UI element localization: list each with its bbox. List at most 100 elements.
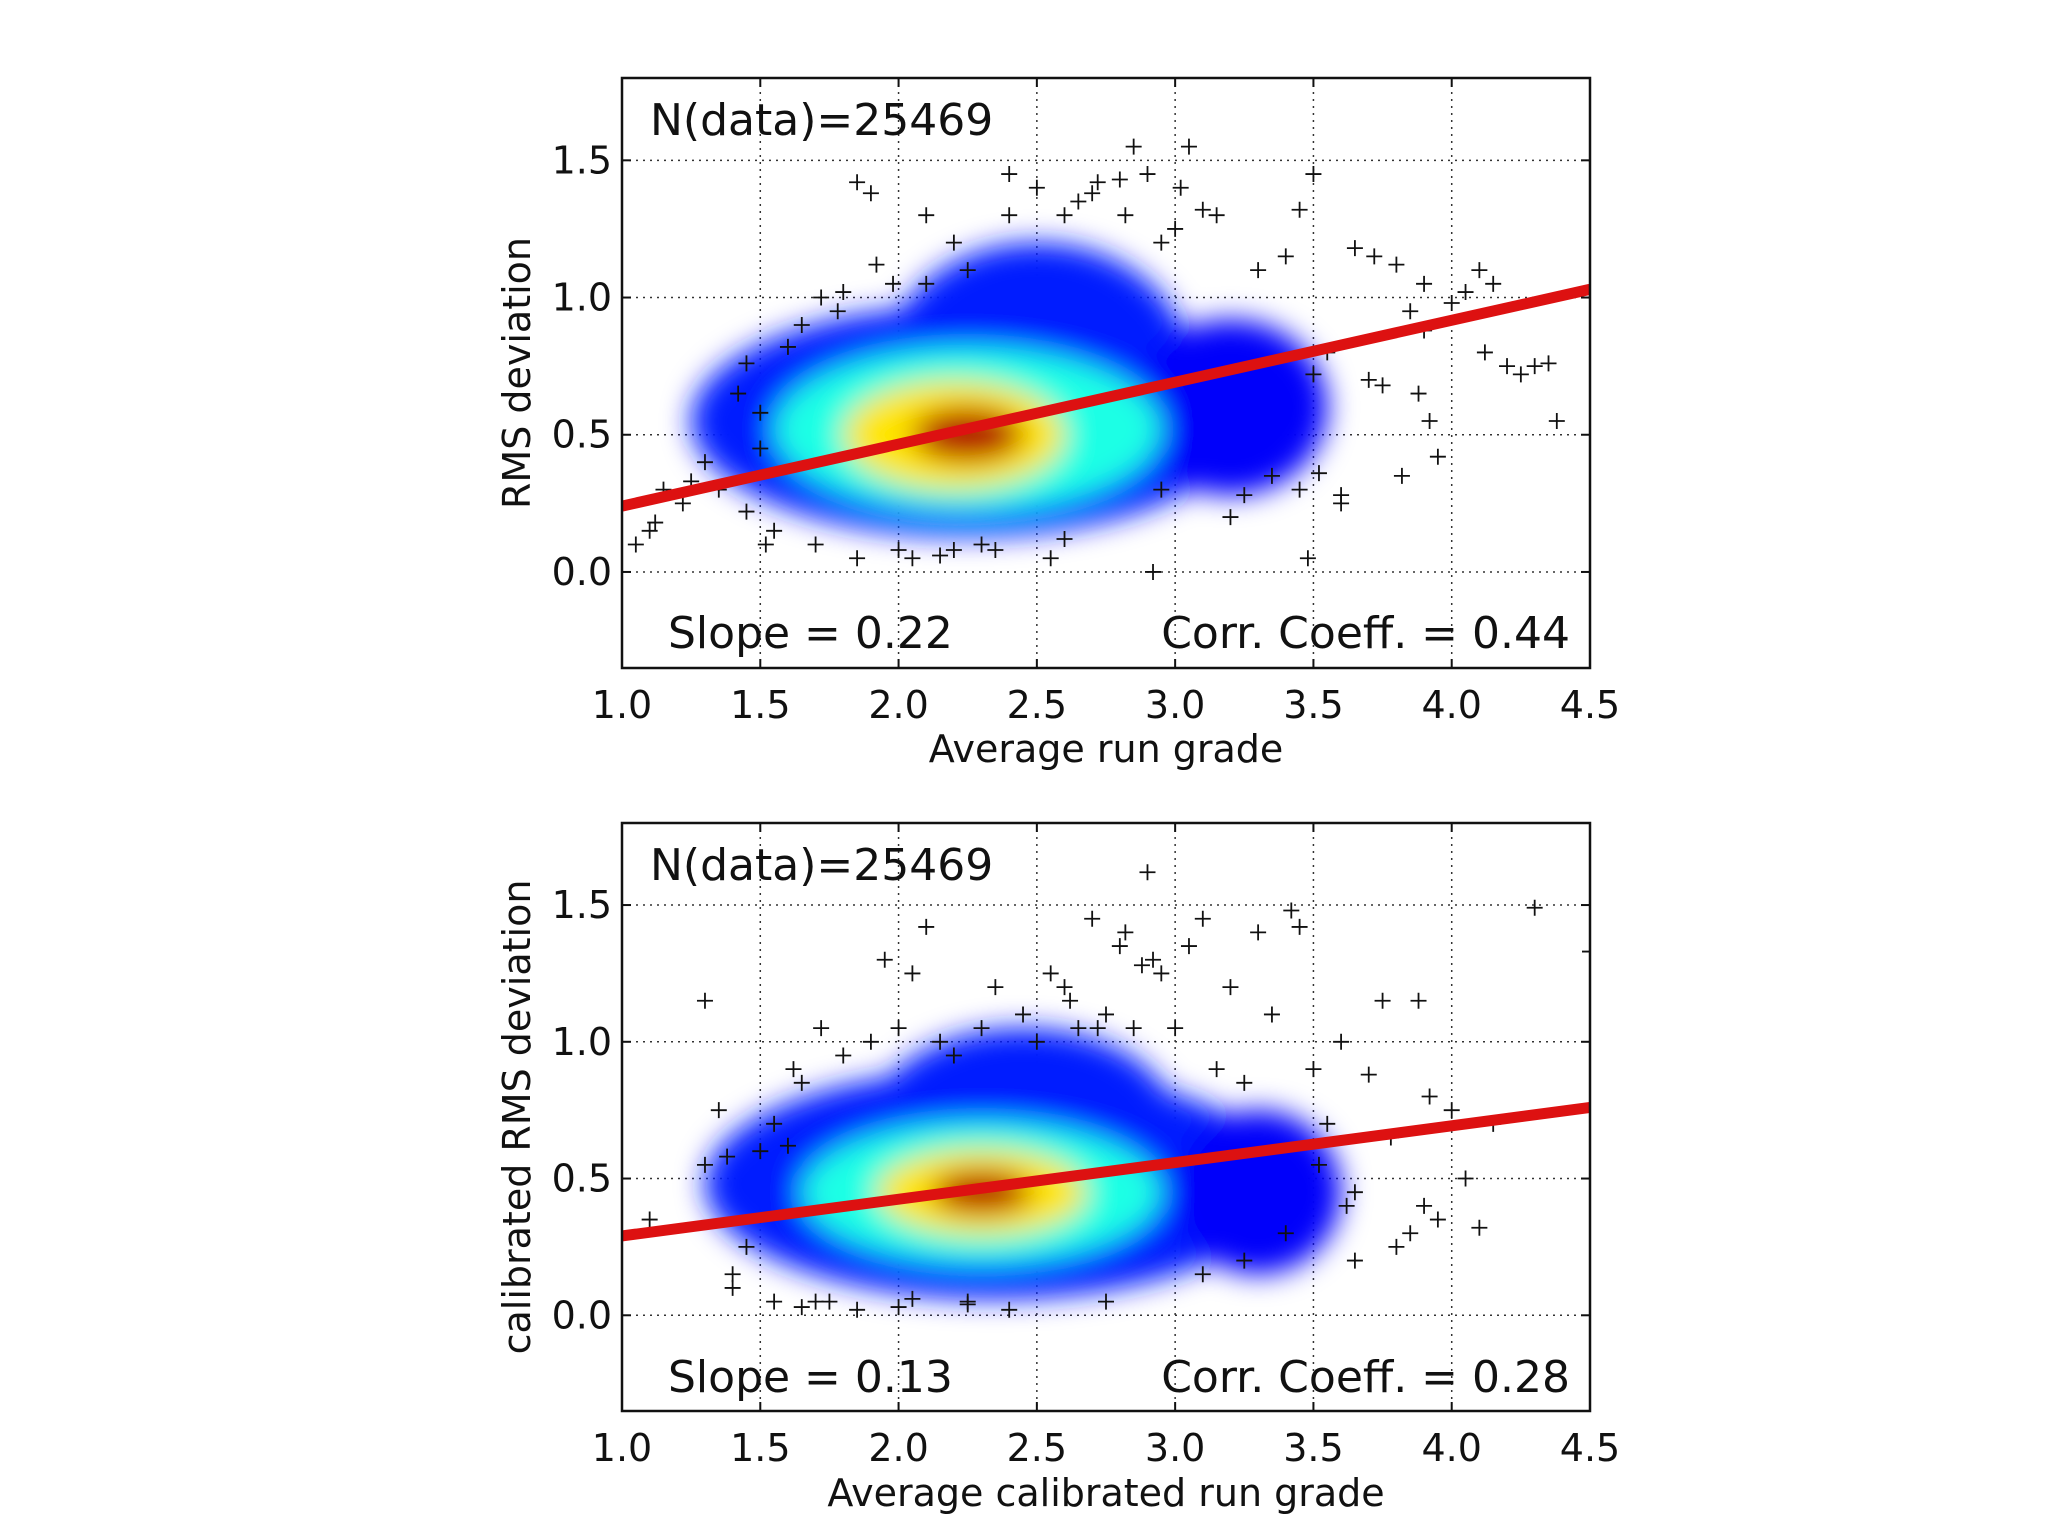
outlier-point-bottom-15 [849, 1301, 866, 1318]
outlier-point-top-75 [1471, 262, 1488, 279]
outlier-point-bottom-1 [696, 1156, 713, 1173]
outlier-point-bottom-0 [641, 1211, 658, 1228]
outlier-point-top-49 [1208, 207, 1225, 224]
outlier-point-bottom-8 [766, 1115, 783, 1132]
outlier-point-top-83 [807, 536, 824, 553]
outlier-point-bottom-42 [1145, 951, 1162, 968]
outlier-point-top-76 [1476, 344, 1493, 361]
x-axis-label-bottom: Average calibrated run grade [827, 1471, 1384, 1515]
outlier-point-bottom-60 [1346, 1184, 1363, 1201]
outlier-point-top-67 [1393, 467, 1410, 484]
outlier-point-top-79 [1512, 366, 1529, 383]
outlier-point-bottom-43 [1153, 965, 1170, 982]
corr-label-bottom: Corr. Coeff. = 0.28 [1161, 1352, 1570, 1403]
outlier-point-top-15 [813, 289, 830, 306]
outlier-point-top-90 [766, 522, 783, 539]
outlier-point-top-69 [1410, 385, 1427, 402]
tick-labels-top: 1.0 1.5 2.0 2.5 3.0 3.5 4.0 4.5 0.0 0.5 1.0 1.5 [552, 138, 1621, 727]
outlier-point-bottom-29 [1028, 1033, 1045, 1050]
outlier-point-top-78 [1499, 358, 1516, 375]
outlier-point-bottom-76 [724, 1279, 741, 1296]
outlier-point-bottom-49 [1236, 1074, 1253, 1091]
outlier-point-bottom-85 [1098, 1293, 1114, 1310]
outlier-point-bottom-6 [738, 1238, 755, 1255]
outlier-point-top-21 [885, 275, 902, 292]
outlier-point-top-22 [890, 542, 907, 558]
outlier-point-top-59 [1310, 465, 1327, 482]
n-data-label-top: N(data)=25469 [650, 95, 993, 146]
outlier-point-top-41 [1125, 138, 1142, 155]
outlier-point-top-10 [752, 404, 769, 421]
outlier-point-bottom-59 [1338, 1197, 1355, 1214]
outlier-point-top-87 [1333, 495, 1350, 512]
x-tick-label-top-2: 2.0 [868, 683, 928, 727]
outlier-point-bottom-4 [719, 1148, 736, 1165]
outlier-point-bottom-41 [1139, 864, 1156, 881]
outlier-point-top-35 [1056, 207, 1073, 224]
outlier-point-top-39 [1111, 171, 1128, 188]
outlier-point-top-2 [647, 514, 664, 531]
outlier-point-bottom-62 [1374, 992, 1391, 1009]
outlier-point-bottom-46 [1194, 910, 1211, 927]
chart-top: 1.0 1.5 2.0 2.5 3.0 3.5 4.0 4.5 0.0 0.5 1.0 1.5 N(d… [495, 76, 1621, 771]
outlier-point-top-58 [1305, 366, 1322, 383]
outlier-point-top-51 [1236, 487, 1253, 504]
outlier-point-bottom-36 [1098, 1006, 1114, 1023]
x-tick-label-bottom-6: 4.0 [1421, 1426, 1481, 1470]
ticks-top [621, 78, 1591, 668]
outlier-point-top-52 [1250, 262, 1267, 279]
outlier-point-top-24 [918, 275, 935, 292]
outlier-point-bottom-78 [904, 1290, 921, 1307]
outlier-point-bottom-70 [1443, 1102, 1460, 1119]
outlier-point-top-81 [1540, 355, 1557, 372]
outlier-point-bottom-57 [1319, 1115, 1336, 1132]
outlier-point-bottom-12 [807, 1293, 824, 1310]
outlier-point-bottom-21 [918, 918, 935, 935]
outlier-point-top-8 [730, 385, 747, 402]
chart-bottom: 1.0 1.5 2.0 2.5 3.0 3.5 4.0 4.5 0.0 0.5 1.0 1.5 N(d… [495, 821, 1620, 1515]
x-tick-label-bottom-3: 2.5 [1007, 1426, 1067, 1470]
outlier-point-bottom-53 [1283, 902, 1300, 919]
outlier-point-bottom-68 [1421, 1088, 1438, 1105]
outlier-point-bottom-37 [1111, 938, 1128, 955]
outlier-point-bottom-25 [973, 1020, 990, 1037]
slope-label-top: Slope = 0.22 [668, 608, 953, 659]
outlier-point-top-14 [793, 316, 810, 333]
y-tick-label-bottom-1: 0.5 [552, 1157, 612, 1201]
outlier-point-top-66 [1388, 256, 1405, 273]
outlier-point-bottom-5 [724, 1266, 741, 1283]
outlier-point-bottom-82 [766, 1293, 783, 1310]
outlier-point-bottom-66 [1410, 992, 1427, 1009]
x-tick-label-top-7: 4.5 [1560, 683, 1620, 727]
outlier-point-top-55 [1291, 201, 1308, 218]
outlier-point-top-77 [1485, 275, 1502, 292]
outlier-point-top-70 [1416, 275, 1433, 292]
outlier-point-bottom-67 [1416, 1197, 1433, 1214]
outlier-point-bottom-64 [1388, 1238, 1405, 1255]
outlier-point-top-46 [1172, 179, 1189, 196]
outlier-point-top-16 [829, 303, 846, 320]
outlier-point-bottom-55 [1305, 1061, 1322, 1078]
fit-line-top [622, 283, 1590, 512]
outlier-point-bottom-54 [1291, 918, 1308, 935]
x-tick-label-bottom-1: 1.5 [730, 1426, 790, 1470]
outlier-point-bottom-18 [890, 1020, 907, 1037]
outlier-point-bottom-48 [1222, 979, 1239, 996]
x-tick-label-top-0: 1.0 [592, 683, 652, 727]
outlier-point-top-92 [1056, 531, 1073, 548]
x-tick-label-top-5: 3.5 [1283, 683, 1343, 727]
corr-label-top: Corr. Coeff. = 0.44 [1161, 608, 1570, 659]
outlier-point-top-71 [1421, 413, 1438, 430]
outlier-point-top-28 [945, 542, 962, 558]
outlier-point-top-29 [959, 262, 976, 279]
outlier-point-bottom-14 [835, 1047, 852, 1064]
outlier-point-bottom-79 [1194, 1266, 1211, 1283]
outlier-point-bottom-80 [1236, 1252, 1253, 1269]
outlier-point-top-40 [1117, 207, 1134, 224]
outlier-point-top-34 [1042, 550, 1059, 567]
outlier-point-bottom-34 [1084, 910, 1101, 927]
outlier-point-top-30 [987, 542, 1004, 558]
outlier-point-top-89 [738, 503, 755, 520]
outlier-point-bottom-13 [813, 1020, 830, 1037]
outlier-point-bottom-39 [1125, 1020, 1142, 1037]
